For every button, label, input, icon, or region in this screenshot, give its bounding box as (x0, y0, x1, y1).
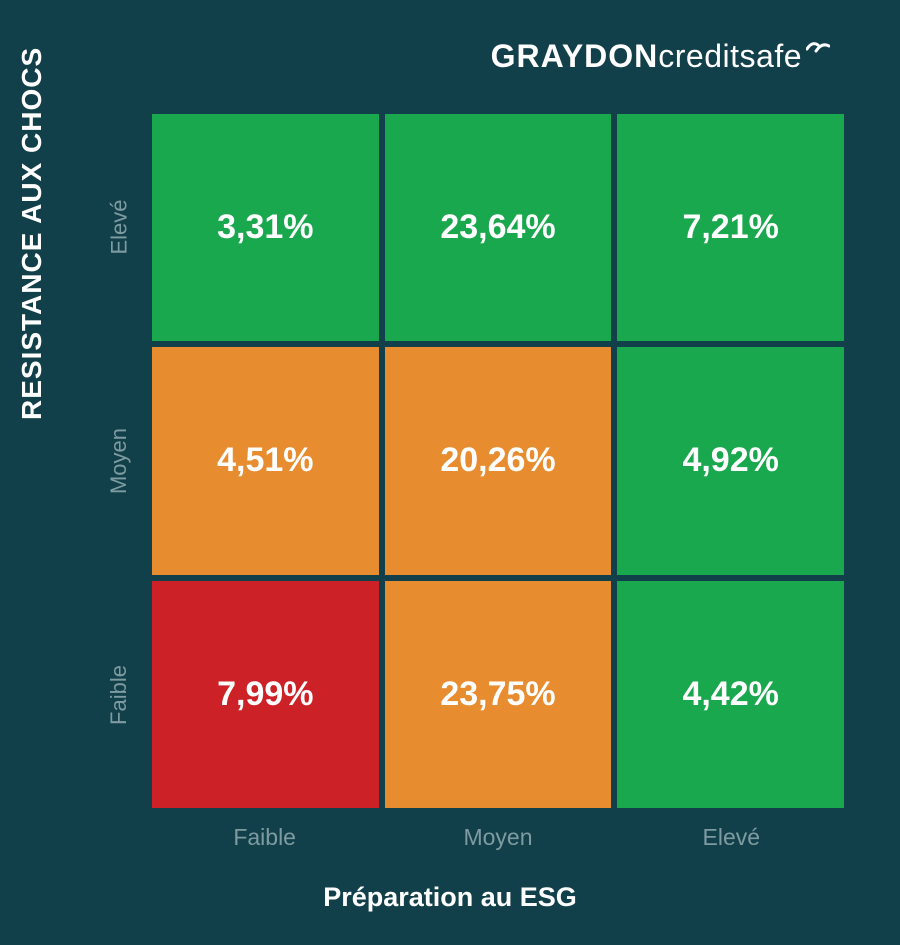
y-label-2: Faible (106, 665, 132, 725)
logo-part-light: creditsafe (658, 38, 802, 75)
y-label-1: Moyen (106, 428, 132, 494)
y-label-0: Elevé (106, 199, 132, 254)
x-label-0: Faible (148, 824, 381, 851)
cell-value: 7,21% (682, 208, 778, 247)
y-axis-title: RESISTANCE AUX CHOCS (16, 47, 48, 420)
cell-value: 23,75% (440, 675, 555, 714)
cell-0-0: 3,31% (149, 111, 382, 344)
logo-mark-icon (806, 39, 830, 55)
cell-1-0: 4,51% (149, 344, 382, 577)
cell-value: 20,26% (440, 441, 555, 480)
cell-value: 3,31% (217, 208, 313, 247)
cell-value: 23,64% (440, 208, 555, 247)
y-axis-labels: Elevé Moyen Faible (86, 110, 132, 812)
cell-0-2: 7,21% (614, 111, 847, 344)
cell-1-2: 4,92% (614, 344, 847, 577)
x-label-1: Moyen (381, 824, 614, 851)
heatmap-grid: 3,31% 23,64% 7,21% 4,51% 20,26% 4,92% 7,… (148, 110, 848, 812)
cell-2-1: 23,75% (382, 578, 615, 811)
logo-part-bold: GRAYDON (491, 38, 659, 75)
cell-value: 4,51% (217, 441, 313, 480)
cell-value: 7,99% (217, 675, 313, 714)
y-axis-title-text: RESISTANCE AUX CHOCS (16, 47, 47, 420)
cell-2-2: 4,42% (614, 578, 847, 811)
cell-1-1: 20,26% (382, 344, 615, 577)
x-label-2: Elevé (615, 824, 848, 851)
x-axis-labels: Faible Moyen Elevé (148, 824, 848, 851)
cell-0-1: 23,64% (382, 111, 615, 344)
cell-2-0: 7,99% (149, 578, 382, 811)
x-axis-title-text: Préparation au ESG (323, 882, 577, 912)
x-axis-title: Préparation au ESG (0, 882, 900, 913)
brand-logo: GRAYDONcreditsafe (491, 38, 830, 75)
cell-value: 4,92% (682, 441, 778, 480)
cell-value: 4,42% (682, 675, 778, 714)
